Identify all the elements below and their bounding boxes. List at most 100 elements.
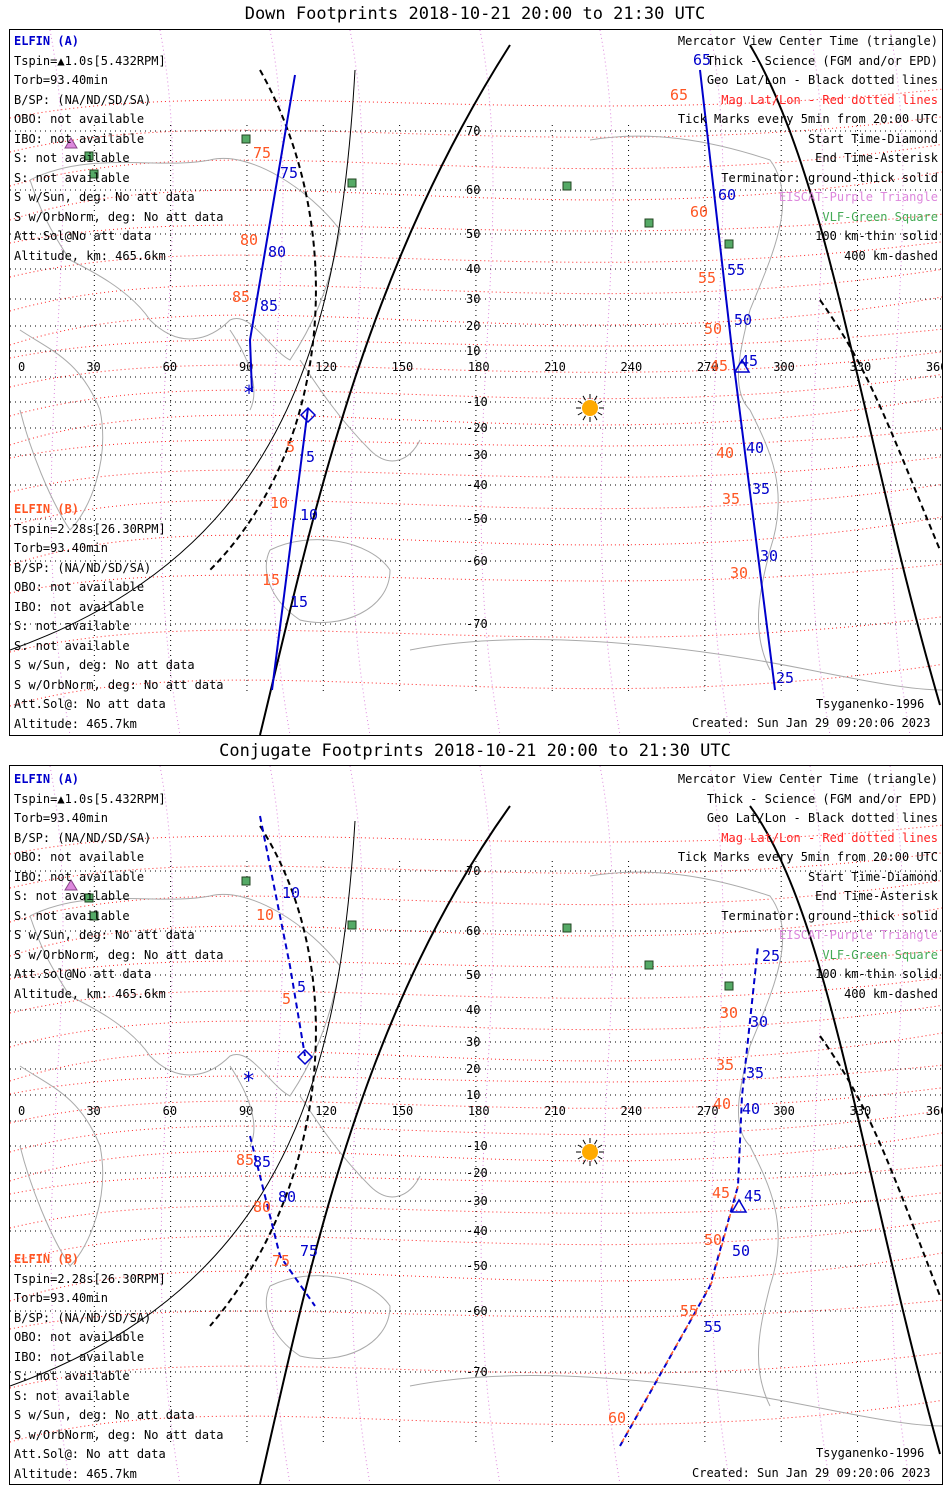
legend-entry: Tick Marks every 5min from 20:00 UTC xyxy=(677,850,938,864)
longitude-tick-label: 360 xyxy=(926,360,942,374)
coastline xyxy=(409,639,942,691)
elfin-a-line: Altitude, km: 465.6km xyxy=(14,248,166,263)
elfin-a-line: IBO: not available xyxy=(14,869,145,884)
mag-latitude-line xyxy=(10,1219,942,1263)
track-tick-label-orange: 5 xyxy=(286,438,295,456)
sun-ray xyxy=(594,1139,598,1145)
elfin-a-line: Att.Sol@No att data xyxy=(14,967,152,981)
elfin-a-line: S w/OrbNorm, deg: No att data xyxy=(14,947,224,962)
coastline xyxy=(29,158,341,361)
latitude-tick-label: -40 xyxy=(466,1224,488,1238)
track-tick-label-orange: 35 xyxy=(722,490,740,508)
elfin-b-track-left xyxy=(271,407,309,691)
track-tick-label-orange: 50 xyxy=(704,320,722,338)
legend-entry: Mag Lat/Lon - Red dotted lines xyxy=(721,830,938,845)
longitude-tick-label: 150 xyxy=(392,1104,414,1118)
terminator-400km xyxy=(209,825,317,1327)
track-tick-label-blue: 5 xyxy=(306,448,315,466)
legend-entry: End Time-Asterisk xyxy=(815,889,938,903)
longitude-tick-label: 330 xyxy=(850,360,872,374)
coastline xyxy=(409,1375,942,1427)
vlf-station-square xyxy=(562,923,572,933)
track-tick-label-blue: 15 xyxy=(290,593,308,611)
latitude-tick-label: 20 xyxy=(466,319,480,333)
sun-ray xyxy=(582,395,586,401)
track-tick-label-orange: 10 xyxy=(256,906,274,924)
track-tick-label-blue: 10 xyxy=(282,884,300,902)
elfin-b-header: ELFIN (B) xyxy=(14,1252,80,1266)
longitude-tick-label: 300 xyxy=(773,360,795,374)
latitude-tick-label: -60 xyxy=(466,1304,488,1318)
track-tick-label-orange: 75 xyxy=(272,1252,290,1270)
longitude-tick-label: 0 xyxy=(18,1104,25,1118)
legend-entry: Mercator View Center Time (triangle) xyxy=(677,772,938,786)
sun-ray xyxy=(582,1159,586,1165)
track-tick-label-blue: 50 xyxy=(734,311,752,329)
mag-longitude-line xyxy=(599,766,621,1484)
mag-latitude-line xyxy=(10,296,942,346)
elfin-a-conjugate-orange xyxy=(621,1185,739,1443)
down-footprints-map: 0306090120150180210240270300330360706050… xyxy=(9,29,943,736)
panel2-title: Conjugate Footprints 2018-10-21 20:00 to… xyxy=(219,741,731,761)
track-tick-label-blue: 25 xyxy=(776,669,794,687)
track-tick-label-orange: 10 xyxy=(270,494,288,512)
elfin-a-track-right xyxy=(619,945,759,1447)
longitude-tick-label: 210 xyxy=(544,1104,566,1118)
elfin-a-info: ELFIN (A) Tspin=▲1.0s[5.432RPM] Torb=93.… xyxy=(14,32,224,266)
end-time-asterisk: * xyxy=(243,381,255,405)
vlf-station-square xyxy=(724,981,734,991)
longitude-tick-label: 120 xyxy=(315,1104,337,1118)
elfin-b-line: B/SP: (NA/ND/SD/SA) xyxy=(14,1310,152,1325)
elfin-a-track-left xyxy=(249,1135,316,1307)
track-tick-label-orange: 60 xyxy=(690,203,708,221)
mag-latitude-line xyxy=(10,268,942,312)
elfin-a-line: Torb=93.40min xyxy=(14,73,108,87)
latitude-tick-label: 70 xyxy=(466,124,480,138)
sun-icon xyxy=(582,400,598,416)
elfin-b-line: Torb=93.40min xyxy=(14,541,108,555)
mag-latitude-line xyxy=(10,516,942,566)
sun-ray xyxy=(597,1144,603,1148)
mag-latitude-line xyxy=(10,879,942,923)
latitude-tick-label: 20 xyxy=(466,1062,480,1076)
latitude-tick-label: -60 xyxy=(466,554,488,568)
elfin-b-line: Altitude: 465.7km xyxy=(14,716,137,731)
sun-ray xyxy=(597,412,603,416)
elfin-a-line: S w/Sun, deg: No att data xyxy=(14,928,195,942)
latitude-tick-label: -40 xyxy=(466,478,488,492)
track-tick-label-blue: 45 xyxy=(744,1187,762,1205)
sun-ray xyxy=(577,1144,583,1148)
longitude-tick-label: 150 xyxy=(392,360,414,374)
latitude-tick-label: -50 xyxy=(466,512,488,526)
mag-latitude-line xyxy=(10,171,942,221)
legend-entry: Geo Lat/Lon - Black dotted lines xyxy=(706,73,938,87)
elfin-a-header: ELFIN (A) xyxy=(14,34,80,48)
track-tick-label-orange: 85 xyxy=(232,288,250,306)
legend-entry: Mag Lat/Lon - Red dotted lines xyxy=(721,92,938,107)
latitude-tick-label: -20 xyxy=(466,421,488,435)
terminator-400km xyxy=(819,299,941,551)
mag-latitude-line xyxy=(10,1132,942,1182)
latitude-tick-label: -50 xyxy=(466,1259,488,1273)
elfin-b-line: Tspin=2.28s[26.30RPM] xyxy=(14,1271,166,1286)
vlf-station-square xyxy=(724,239,734,249)
track-tick-label-orange: 30 xyxy=(720,1004,738,1022)
longitude-tick-label: 120 xyxy=(315,360,337,374)
elfin-b-line: S w/OrbNorm, deg: No att data xyxy=(14,677,224,692)
created-timestamp: Created: Sun Jan 29 09:20:06 2023 xyxy=(692,1466,931,1480)
mag-latitude-line xyxy=(10,373,942,417)
legend-entry: EISCAT-Purple Triangle xyxy=(779,190,938,204)
start-time-diamond xyxy=(299,406,317,424)
track-tick-label-blue: 80 xyxy=(278,1188,296,1206)
terminator-ground xyxy=(749,44,941,706)
map-svg: 0306090120150180210240270300330360706050… xyxy=(10,30,942,735)
track-tick-label-blue: 40 xyxy=(746,439,764,457)
mag-latitude-line xyxy=(10,1399,942,1443)
latitude-tick-label: -30 xyxy=(466,448,488,462)
track-tick-label-blue: 35 xyxy=(746,1064,764,1082)
longitude-tick-label: 360 xyxy=(926,1104,942,1118)
latitude-tick-label: 10 xyxy=(466,1088,480,1102)
latitude-tick-label: 60 xyxy=(466,183,480,197)
track-tick-label-orange: 50 xyxy=(704,1231,722,1249)
coastline xyxy=(299,359,421,462)
